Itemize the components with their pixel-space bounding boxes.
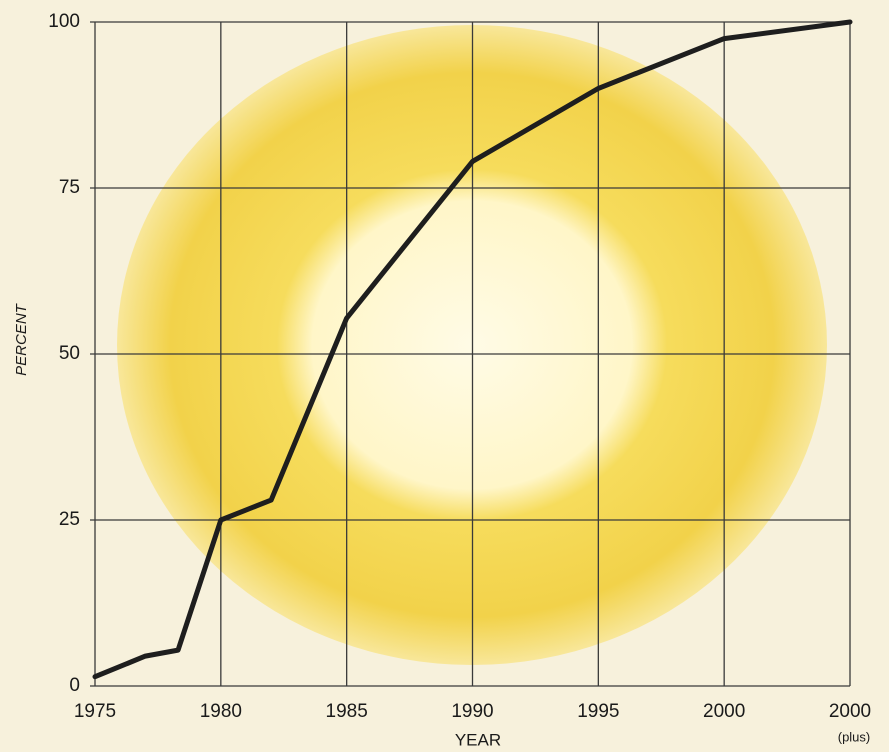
x-tick-label: 1975	[74, 701, 116, 722]
y-axis-title: PERCENT	[13, 302, 30, 376]
x-tick-label: 2000	[703, 701, 745, 722]
x-tick-label: 1985	[326, 701, 368, 722]
y-tick-label: 100	[48, 11, 80, 32]
x-axis-title: YEAR	[455, 730, 501, 749]
y-tick-label: 0	[69, 675, 80, 696]
x-tick-label: 1990	[451, 701, 493, 722]
y-tick-label: 50	[59, 343, 80, 364]
x-tick-label: 1995	[577, 701, 619, 722]
x-tick-label: 2000	[829, 701, 871, 722]
plot	[92, 19, 853, 680]
grid	[90, 21, 851, 687]
x-annotation: (plus)	[838, 729, 871, 744]
y-tick-label: 75	[59, 177, 80, 198]
x-tick-label: 1980	[200, 701, 242, 722]
y-tick-label: 25	[59, 509, 80, 530]
data-line	[92, 19, 853, 680]
